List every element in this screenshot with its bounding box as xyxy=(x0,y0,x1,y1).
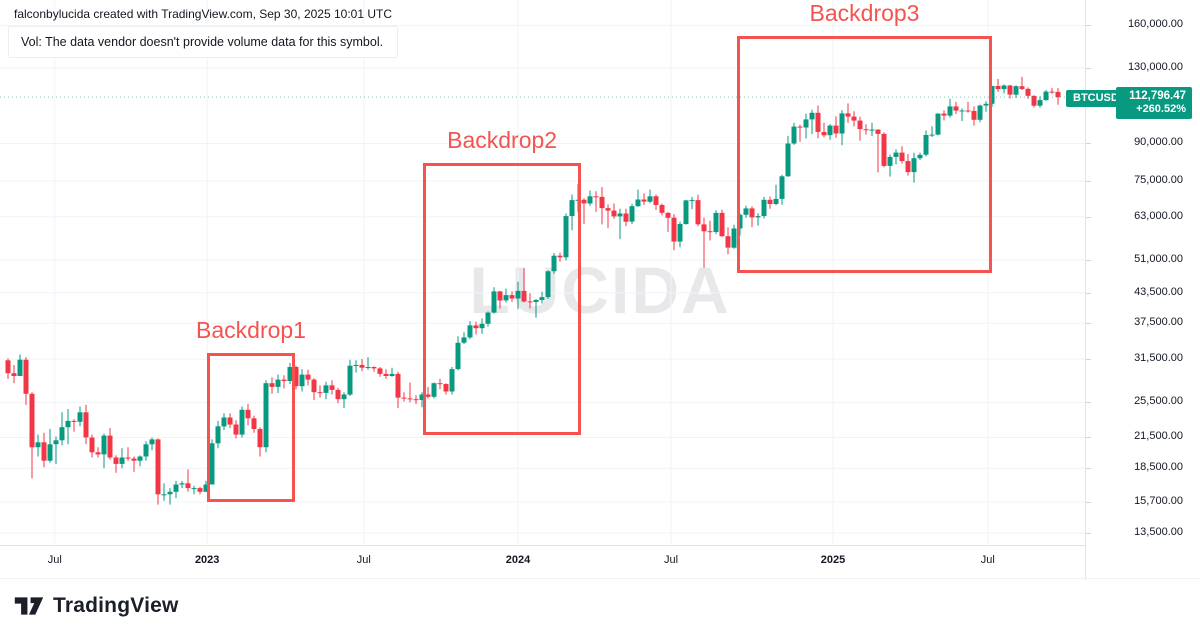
y-axis-tick xyxy=(1086,180,1091,182)
price-chart[interactable]: LUCIDA Backdrop1 Backdrop2 Backdrop3 xyxy=(0,0,1085,545)
y-axis-label: 51,000.00 xyxy=(1134,253,1183,266)
x-axis-label: Jul xyxy=(663,554,679,566)
backdrop-rect[interactable] xyxy=(207,352,295,502)
last-price: 112,796.47 xyxy=(1129,90,1186,102)
y-axis-tick xyxy=(1086,437,1091,439)
y-axis-label: 75,000.00 xyxy=(1134,173,1183,186)
y-axis-tick xyxy=(1086,68,1091,69)
y-axis-tick xyxy=(1086,359,1091,361)
y-axis-tick xyxy=(1086,25,1091,27)
y-axis-label: 31,500.00 xyxy=(1134,352,1183,365)
symbol-flag: BTCUSD xyxy=(1066,90,1126,107)
y-axis-tick xyxy=(1086,260,1091,262)
tradingview-wordmark: TradingView xyxy=(53,594,179,617)
change-percent: +260.52% xyxy=(1136,103,1186,115)
y-axis-tick xyxy=(1086,216,1091,218)
y-axis-label: 90,000.00 xyxy=(1134,136,1183,149)
y-axis-label: 43,500.00 xyxy=(1134,285,1183,298)
x-axis-label: 2024 xyxy=(505,554,531,566)
x-axis-label: Jul xyxy=(980,554,995,566)
tradingview-logo[interactable]: TradingView xyxy=(14,590,179,622)
price-label: 112,796.47 +260.52% xyxy=(1116,87,1192,119)
y-axis-tick xyxy=(1086,502,1091,503)
attribution-text: falconbylucida created with TradingView.… xyxy=(14,7,392,21)
candlestick-canvas[interactable] xyxy=(0,0,1085,545)
y-axis-label: 15,700.00 xyxy=(1134,495,1183,507)
y-axis-tick xyxy=(1086,533,1091,534)
y-axis-label: 25,500.00 xyxy=(1134,395,1183,408)
volume-data-notice: Vol: The data vendor doesn't provide vol… xyxy=(8,26,399,58)
y-axis-tick xyxy=(1086,292,1091,294)
x-axis-label: 2023 xyxy=(194,554,220,566)
y-axis-label: 160,000.00 xyxy=(1127,18,1183,31)
y-axis-tick xyxy=(1086,402,1091,404)
y-axis-label: 130,000.00 xyxy=(1127,61,1183,73)
backdrop-label[interactable]: Backdrop2 xyxy=(447,126,558,153)
y-axis-label: 18,500.00 xyxy=(1134,461,1183,474)
x-axis-label: Jul xyxy=(356,554,371,566)
y-axis-tick xyxy=(1086,143,1091,145)
y-axis-label: 37,500.00 xyxy=(1134,316,1183,329)
y-axis-label: 21,500.00 xyxy=(1134,430,1183,443)
y-axis-label: 63,000.00 xyxy=(1134,209,1183,222)
x-axis-label: Jul xyxy=(47,554,62,566)
backdrop-rect[interactable] xyxy=(423,162,581,435)
watermark: LUCIDA xyxy=(469,253,731,327)
footer-divider xyxy=(0,578,1200,579)
backdrop-label[interactable]: Backdrop3 xyxy=(809,0,920,26)
tradingview-logo-icon xyxy=(14,597,44,615)
y-axis-tick xyxy=(1086,468,1091,470)
y-axis-label: 13,500.00 xyxy=(1134,526,1183,538)
time-scale[interactable]: Jul 2023 Jul 2024 Jul 2025 Jul xyxy=(0,545,1085,579)
x-axis-label: 2025 xyxy=(820,554,846,566)
backdrop-label[interactable]: Backdrop1 xyxy=(196,316,306,343)
y-axis-tick xyxy=(1086,323,1091,325)
backdrop-rect[interactable] xyxy=(737,35,992,273)
